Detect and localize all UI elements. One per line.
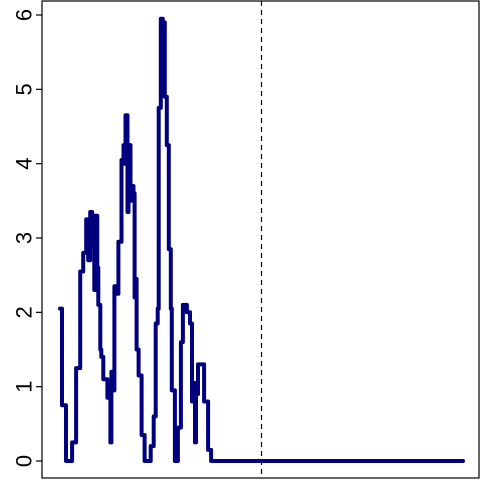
series-line — [58, 16, 465, 463]
y-tick-label: 0 — [12, 455, 37, 467]
plot-frame — [41, 0, 480, 479]
y-tick-label: 2 — [12, 306, 37, 318]
y-tick-label: 6 — [12, 9, 37, 21]
y-tick-label: 3 — [12, 232, 37, 244]
y-tick-label: 4 — [12, 158, 37, 170]
y-tick-label: 5 — [12, 83, 37, 95]
y-axis: 0 1 2 3 4 5 6 — [12, 9, 42, 467]
y-tick-label: 1 — [12, 381, 37, 393]
